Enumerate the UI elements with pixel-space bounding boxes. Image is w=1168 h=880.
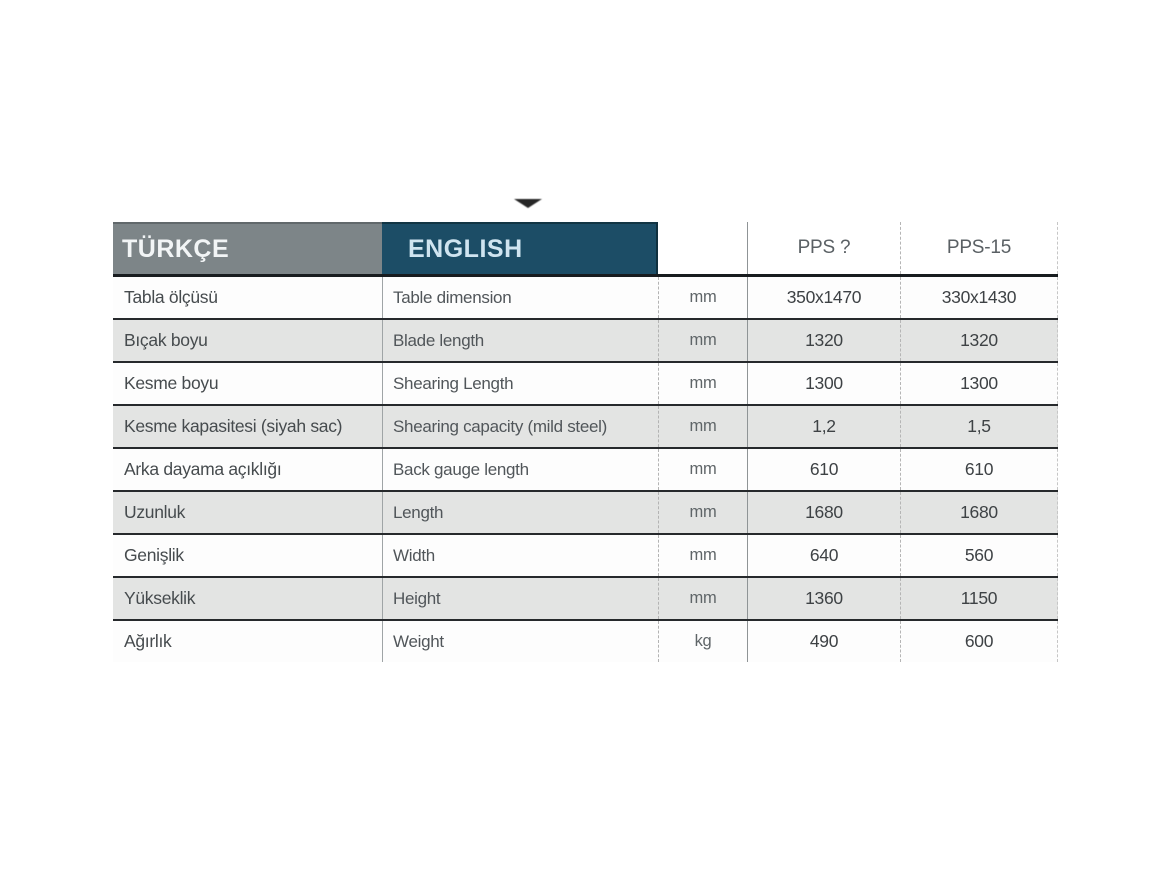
header-unit-spacer xyxy=(658,222,748,274)
model2-value-cell: 1150 xyxy=(901,578,1058,619)
english-label-cell: Blade length xyxy=(382,320,658,361)
turkish-label-cell: Uzunluk xyxy=(124,502,186,522)
unit-cell: mm xyxy=(658,449,748,490)
table-row: Bıçak boyu Blade length mm 1320 1320 xyxy=(113,320,1058,363)
unit-cell: mm xyxy=(658,320,748,361)
model1-value-cell: 1,2 xyxy=(748,406,901,447)
model1-value-cell: 490 xyxy=(748,621,901,662)
model2-value-cell: 1,5 xyxy=(901,406,1058,447)
header-model-2: PPS-15 xyxy=(901,222,1058,274)
header-turkish: TÜRKÇE xyxy=(113,222,382,274)
model2-value-cell: 600 xyxy=(901,621,1058,662)
turkish-label-cell: Bıçak boyu xyxy=(124,330,208,350)
model1-value-cell: 610 xyxy=(748,449,901,490)
turkish-label-cell: Arka dayama açıklığı xyxy=(124,459,282,479)
table-row: Ağırlık Weight kg 490 600 xyxy=(113,621,1058,662)
unit-cell: mm xyxy=(658,492,748,533)
header-english: ENGLISH xyxy=(382,222,658,274)
model2-value-cell: 1680 xyxy=(901,492,1058,533)
header-model-1: PPS ? xyxy=(748,222,901,274)
model1-value-cell: 1680 xyxy=(748,492,901,533)
turkish-label-cell: Ağırlık xyxy=(124,631,172,651)
model2-value-cell: 330x1430 xyxy=(901,277,1058,318)
table-row: Yükseklik Height mm 1360 1150 xyxy=(113,578,1058,621)
turkish-label-cell: Kesme boyu xyxy=(124,373,219,393)
table-row: Tabla ölçüsü Table dimension mm 350x1470… xyxy=(113,277,1058,320)
table-row: Kesme kapasitesi (siyah sac) Shearing ca… xyxy=(113,406,1058,449)
down-triangle-icon xyxy=(514,199,542,208)
english-label-cell: Table dimension xyxy=(382,277,658,318)
turkish-label-cell: Yükseklik xyxy=(124,588,196,608)
english-label-cell: Shearing Length xyxy=(382,363,658,404)
model1-value-cell: 640 xyxy=(748,535,901,576)
table-row: Arka dayama açıklığı Back gauge length m… xyxy=(113,449,1058,492)
unit-cell: kg xyxy=(658,621,748,662)
unit-cell: mm xyxy=(658,363,748,404)
turkish-label-cell: Genişlik xyxy=(124,545,184,565)
unit-cell: mm xyxy=(658,277,748,318)
table-row: Uzunluk Length mm 1680 1680 xyxy=(113,492,1058,535)
english-label-cell: Length xyxy=(382,492,658,533)
english-label-cell: Width xyxy=(382,535,658,576)
english-label-cell: Height xyxy=(382,578,658,619)
table-row: Genişlik Width mm 640 560 xyxy=(113,535,1058,578)
model2-value-cell: 1320 xyxy=(901,320,1058,361)
spec-table: TÜRKÇE ENGLISH PPS ? PPS-15 Tabla ölçüsü… xyxy=(113,222,1058,662)
unit-cell: mm xyxy=(658,578,748,619)
model1-value-cell: 1320 xyxy=(748,320,901,361)
unit-cell: mm xyxy=(658,406,748,447)
turkish-label-cell: Tabla ölçüsü xyxy=(124,287,218,307)
table-header-row: TÜRKÇE ENGLISH PPS ? PPS-15 xyxy=(113,222,1058,277)
model2-value-cell: 1300 xyxy=(901,363,1058,404)
english-label-cell: Back gauge length xyxy=(382,449,658,490)
english-label-cell: Shearing capacity (mild steel) xyxy=(382,406,658,447)
english-label-cell: Weight xyxy=(382,621,658,662)
unit-cell: mm xyxy=(658,535,748,576)
table-body: Tabla ölçüsü Table dimension mm 350x1470… xyxy=(113,277,1058,662)
model2-value-cell: 610 xyxy=(901,449,1058,490)
model1-value-cell: 1300 xyxy=(748,363,901,404)
table-row: Kesme boyu Shearing Length mm 1300 1300 xyxy=(113,363,1058,406)
model1-value-cell: 1360 xyxy=(748,578,901,619)
turkish-label-cell: Kesme kapasitesi (siyah sac) xyxy=(124,416,343,436)
model2-value-cell: 560 xyxy=(901,535,1058,576)
model1-value-cell: 350x1470 xyxy=(748,277,901,318)
